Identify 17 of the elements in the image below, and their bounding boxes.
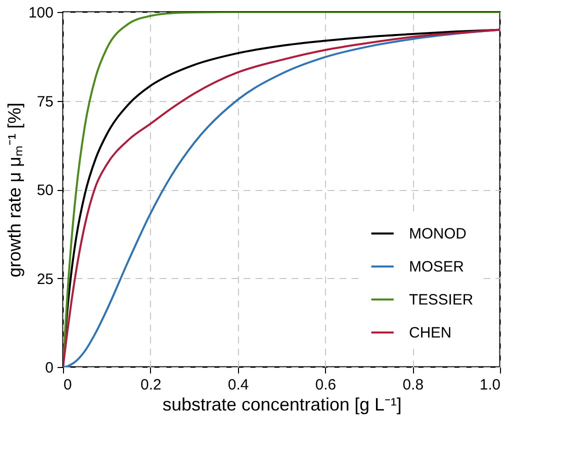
y-tick-label: 100	[28, 4, 54, 22]
x-tick-label: 1.0	[480, 376, 500, 394]
legend-label: MONOD	[409, 226, 467, 242]
x-tick-label: 0.4	[228, 376, 249, 394]
x-tick-label: 0.8	[402, 376, 424, 394]
y-tick-label: 0	[45, 360, 54, 376]
x-tick-label: 0.6	[315, 376, 336, 394]
x-tick-label: 0.2	[140, 376, 162, 394]
y-axis-title: growth rate μ μₘ⁻¹ [%]	[4, 102, 24, 278]
legend-label: CHEN	[409, 324, 452, 342]
y-tick-label: 50	[36, 182, 54, 199]
legend-label: MOSER	[409, 258, 464, 276]
y-tick-label: 75	[36, 93, 54, 110]
legend-label: TESSIER	[409, 292, 474, 308]
x-tick-label: 0	[64, 376, 72, 394]
y-tick-label: 25	[36, 270, 54, 288]
x-axis-title: substrate concentration [g L⁻¹]	[162, 394, 402, 414]
